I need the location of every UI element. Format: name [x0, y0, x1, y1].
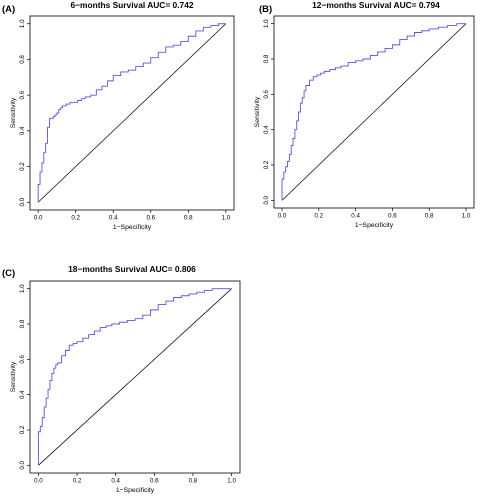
- y-tick-label: 0.2: [19, 425, 26, 434]
- plot-frame: [273, 15, 475, 209]
- plot-frame: [29, 15, 235, 211]
- y-tick-label: 0.8: [19, 319, 26, 328]
- reference-diagonal: [37, 23, 227, 203]
- x-tick-label: 1.0: [222, 215, 231, 222]
- y-tick-label: 0.8: [19, 55, 26, 64]
- x-tick-label: 0.2: [314, 213, 323, 220]
- y-tick-label: 0.8: [263, 54, 270, 63]
- x-tick-label: 0.2: [73, 478, 82, 485]
- roc-panel: (A) 6−months Survival AUC= 0.742 0.0 0.2 0.4…: [2, 0, 235, 231]
- y-tick-label: 0.0: [19, 460, 26, 469]
- x-tick-label: 0.4: [111, 478, 120, 485]
- y-tick-label: 0.4: [19, 126, 26, 135]
- chart-title: 12−months Survival AUC= 0.794: [312, 0, 440, 10]
- x-tick-label: 0.8: [425, 213, 434, 220]
- reference-diagonal: [38, 288, 232, 466]
- roc-curve: [37, 288, 232, 466]
- panel-letter: (A): [2, 4, 15, 15]
- x-tick-label: 0.0: [34, 478, 43, 485]
- y-axis-label: Sensitivity: [254, 96, 261, 127]
- plot-frame: [29, 280, 241, 474]
- y-tick-label: 0.6: [19, 354, 26, 363]
- panel-letter: (B): [259, 4, 272, 15]
- y-tick-label: 0.0: [263, 195, 270, 204]
- x-tick-label: 0.6: [146, 215, 155, 222]
- y-tick-label: 1.0: [19, 19, 26, 28]
- y-tick-label: 1.0: [263, 19, 270, 28]
- y-tick-label: 0.2: [263, 160, 270, 169]
- reference-diagonal: [281, 23, 467, 201]
- x-tick-label: 1.0: [462, 213, 471, 220]
- roc-panel: (B) 12−months Survival AUC= 0.794 0.0 0.2 0.…: [254, 0, 475, 229]
- y-tick-label: 0.4: [19, 390, 26, 399]
- x-tick-label: 0.0: [278, 213, 287, 220]
- panel-letter: (C): [2, 268, 15, 279]
- y-tick-label: 0.6: [263, 89, 270, 98]
- x-tick-label: 1.0: [227, 478, 236, 485]
- y-tick-label: 0.4: [263, 125, 270, 134]
- y-tick-label: 0.6: [19, 90, 26, 99]
- roc-curve: [281, 23, 466, 201]
- chart-title: 18−months Survival AUC= 0.806: [68, 264, 196, 274]
- y-axis-label: Sensitivity: [10, 361, 17, 392]
- x-tick-label: 0.4: [351, 213, 360, 220]
- y-tick-label: 0.0: [19, 197, 26, 206]
- y-tick-label: 1.0: [19, 284, 26, 293]
- chart-title: 6−months Survival AUC= 0.742: [70, 0, 193, 10]
- x-tick-label: 0.6: [150, 478, 159, 485]
- roc-curve: [37, 23, 226, 203]
- x-tick-label: 0.8: [189, 478, 198, 485]
- roc-panel: (C) 18−months Survival AUC= 0.806 0.0 0.2 0.…: [2, 264, 241, 494]
- x-axis-label: 1−Specificity: [113, 224, 152, 231]
- y-tick-label: 0.2: [19, 162, 26, 171]
- x-tick-label: 0.4: [109, 215, 118, 222]
- x-axis-label: 1−Specificity: [355, 222, 394, 229]
- x-axis-label: 1−Specificity: [116, 487, 155, 494]
- x-tick-label: 0.0: [34, 215, 43, 222]
- x-tick-label: 0.6: [388, 213, 397, 220]
- x-tick-label: 0.8: [184, 215, 193, 222]
- y-axis-label: Sensitivity: [10, 97, 17, 128]
- x-tick-label: 0.2: [71, 215, 80, 222]
